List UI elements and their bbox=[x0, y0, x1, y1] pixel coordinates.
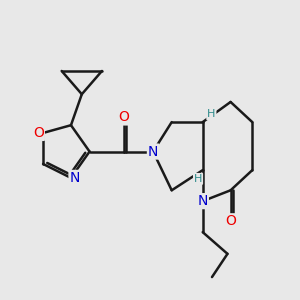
Text: N: N bbox=[197, 194, 208, 208]
Text: H: H bbox=[194, 174, 202, 184]
Text: N: N bbox=[70, 171, 80, 185]
Text: O: O bbox=[33, 126, 44, 140]
Text: O: O bbox=[225, 214, 236, 228]
Text: H: H bbox=[207, 110, 216, 119]
Text: O: O bbox=[118, 110, 129, 124]
Text: N: N bbox=[148, 145, 158, 158]
